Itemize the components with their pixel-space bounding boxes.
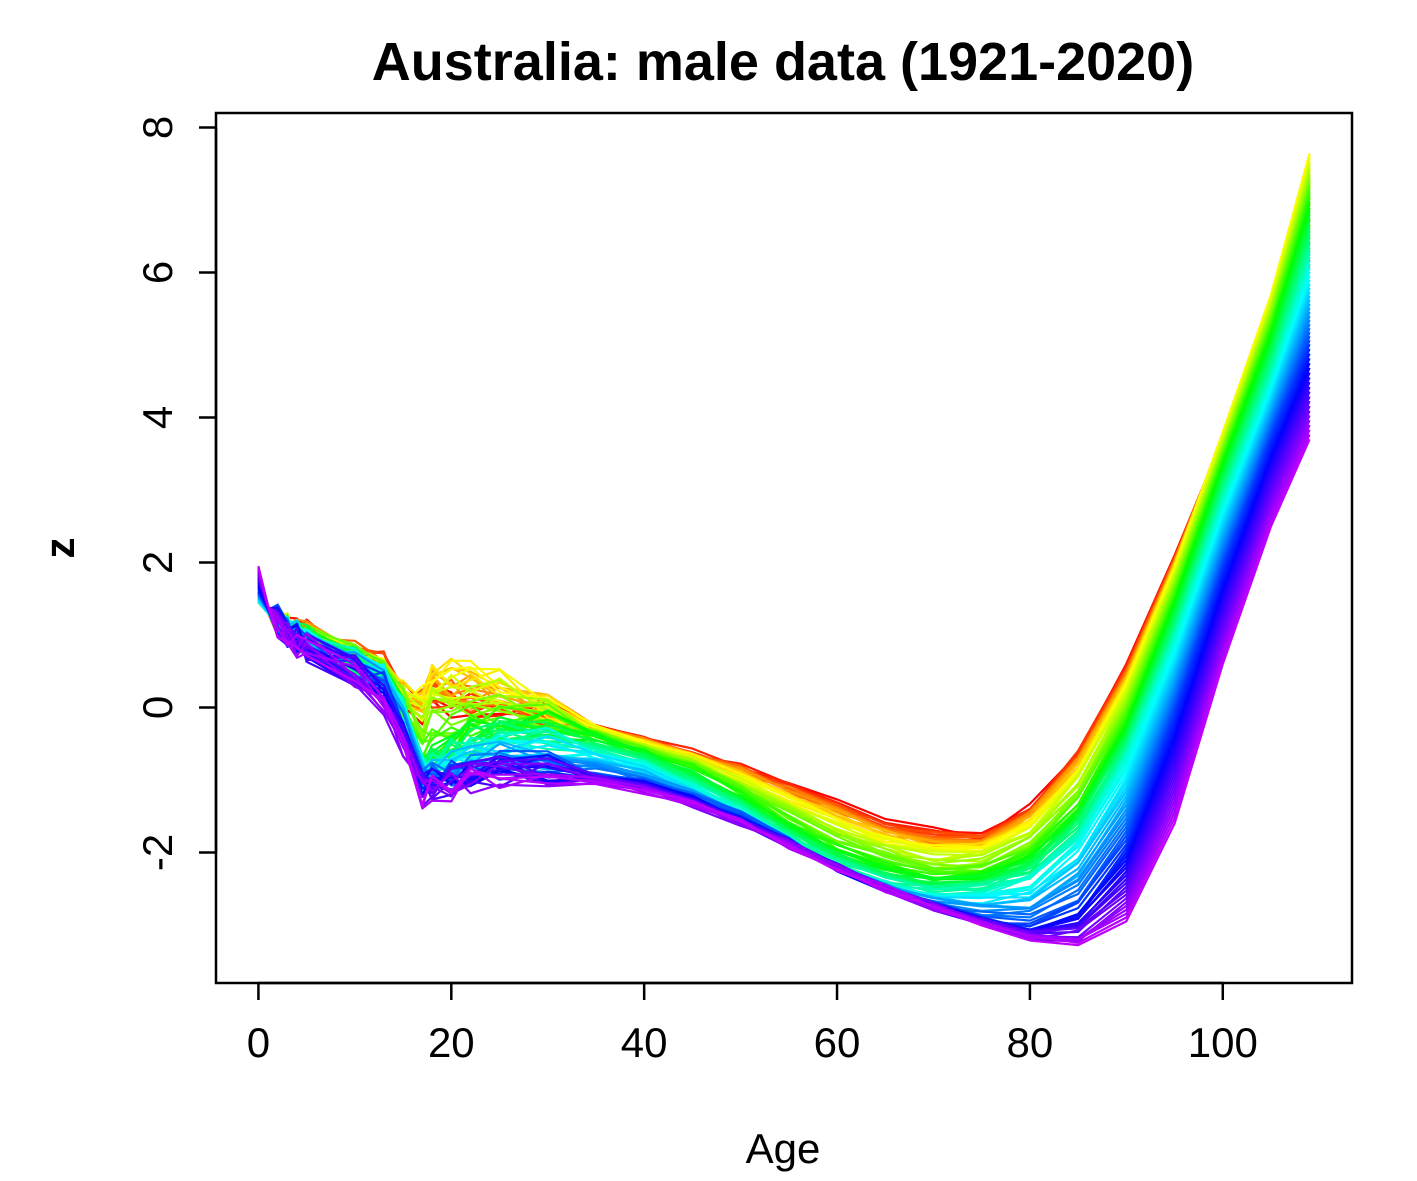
x-tick-label: 60 [814, 1019, 861, 1066]
series-line [257, 400, 1311, 933]
y-tick-label: 6 [134, 261, 181, 284]
x-tick-label: 20 [428, 1019, 475, 1066]
x-tick-label: 80 [1007, 1019, 1054, 1066]
y-axis: -2 0 2 4 6 8 [134, 116, 218, 871]
y-tick-label: -2 [134, 834, 181, 871]
x-axis: 0 20 40 60 80 100 [247, 981, 1258, 1066]
y-tick-label: 0 [134, 696, 181, 719]
chart-title: Australia: male data (1921-2020) [372, 32, 1194, 92]
y-tick-label: 2 [134, 551, 181, 574]
y-axis-label: z [36, 538, 83, 559]
x-axis-label: Age [746, 1125, 821, 1172]
x-tick-label: 40 [621, 1019, 668, 1066]
y-tick-label: 4 [134, 406, 181, 429]
x-tick-label: 100 [1188, 1019, 1258, 1066]
series-layer [257, 153, 1311, 947]
series-line [257, 429, 1311, 941]
y-tick-label: 8 [134, 116, 181, 139]
series-line [257, 434, 1311, 944]
series-line [257, 438, 1311, 947]
x-tick-label: 0 [247, 1019, 270, 1066]
